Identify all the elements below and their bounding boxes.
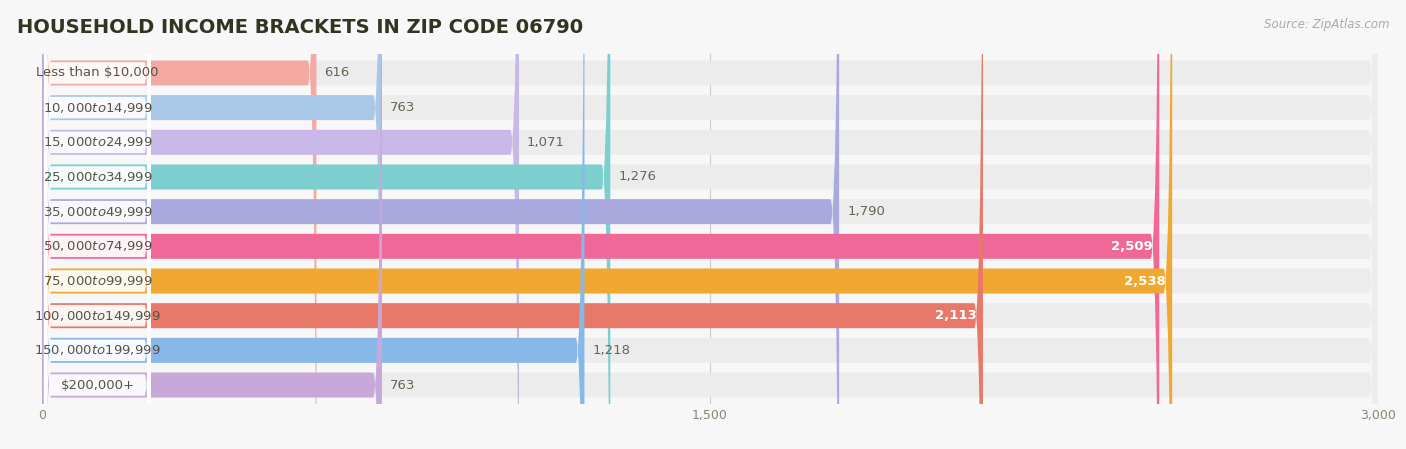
Text: 763: 763 (389, 101, 415, 114)
Text: $200,000+: $200,000+ (60, 379, 135, 392)
FancyBboxPatch shape (42, 0, 1378, 449)
FancyBboxPatch shape (44, 0, 150, 449)
Text: $35,000 to $49,999: $35,000 to $49,999 (42, 205, 152, 219)
Text: $150,000 to $199,999: $150,000 to $199,999 (34, 343, 160, 357)
Text: 1,276: 1,276 (619, 171, 657, 184)
FancyBboxPatch shape (42, 0, 1173, 449)
FancyBboxPatch shape (44, 0, 150, 449)
FancyBboxPatch shape (42, 0, 382, 449)
FancyBboxPatch shape (42, 0, 519, 449)
FancyBboxPatch shape (42, 0, 839, 449)
Text: $25,000 to $34,999: $25,000 to $34,999 (42, 170, 152, 184)
FancyBboxPatch shape (42, 0, 1378, 449)
FancyBboxPatch shape (42, 0, 1378, 449)
FancyBboxPatch shape (42, 0, 1378, 449)
FancyBboxPatch shape (44, 0, 150, 449)
Text: 2,113: 2,113 (935, 309, 976, 322)
FancyBboxPatch shape (44, 0, 150, 449)
Text: $10,000 to $14,999: $10,000 to $14,999 (42, 101, 152, 114)
FancyBboxPatch shape (42, 0, 610, 449)
FancyBboxPatch shape (44, 0, 150, 449)
FancyBboxPatch shape (44, 0, 150, 449)
FancyBboxPatch shape (42, 0, 1378, 449)
FancyBboxPatch shape (42, 0, 1160, 449)
FancyBboxPatch shape (42, 0, 316, 449)
Text: $15,000 to $24,999: $15,000 to $24,999 (42, 135, 152, 150)
FancyBboxPatch shape (42, 0, 1378, 449)
FancyBboxPatch shape (42, 0, 1378, 449)
FancyBboxPatch shape (42, 0, 1378, 449)
FancyBboxPatch shape (44, 0, 150, 449)
Text: 616: 616 (325, 66, 350, 79)
Text: Source: ZipAtlas.com: Source: ZipAtlas.com (1264, 18, 1389, 31)
Text: $100,000 to $149,999: $100,000 to $149,999 (34, 308, 160, 323)
FancyBboxPatch shape (42, 0, 1378, 449)
Text: $50,000 to $74,999: $50,000 to $74,999 (42, 239, 152, 253)
FancyBboxPatch shape (42, 0, 585, 449)
FancyBboxPatch shape (42, 0, 983, 449)
Text: 1,218: 1,218 (592, 344, 630, 357)
FancyBboxPatch shape (44, 0, 150, 449)
FancyBboxPatch shape (44, 0, 150, 449)
Text: 1,071: 1,071 (527, 136, 565, 149)
FancyBboxPatch shape (42, 0, 1378, 449)
Text: 2,538: 2,538 (1123, 274, 1166, 287)
Text: 2,509: 2,509 (1111, 240, 1153, 253)
Text: $75,000 to $99,999: $75,000 to $99,999 (42, 274, 152, 288)
FancyBboxPatch shape (42, 0, 382, 449)
Text: Less than $10,000: Less than $10,000 (37, 66, 159, 79)
Text: 1,790: 1,790 (848, 205, 884, 218)
Text: HOUSEHOLD INCOME BRACKETS IN ZIP CODE 06790: HOUSEHOLD INCOME BRACKETS IN ZIP CODE 06… (17, 18, 583, 37)
Text: 763: 763 (389, 379, 415, 392)
FancyBboxPatch shape (44, 0, 150, 449)
